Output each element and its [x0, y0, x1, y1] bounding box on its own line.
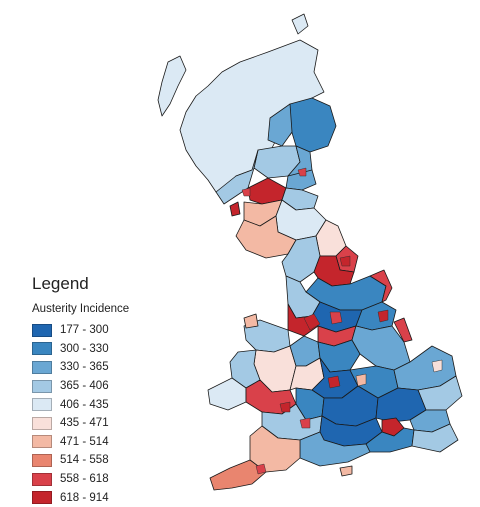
region-arran: [229, 201, 241, 217]
legend-label: 300 - 330: [60, 342, 109, 355]
region-outer-hebrides: [157, 55, 187, 117]
legend-swatch: [32, 398, 52, 412]
region-norwich: [431, 359, 443, 373]
legend-label: 177 - 300: [60, 324, 109, 337]
legend-swatch: [32, 342, 52, 356]
region-aberdeenshire: [289, 97, 337, 153]
legend-entry: 471 - 514: [32, 433, 129, 452]
region-birmingham: [327, 375, 341, 389]
legend-label: 514 - 558: [60, 454, 109, 467]
region-argyll: [215, 149, 259, 205]
region-anglesey: [243, 313, 259, 329]
region-hampshire-dorset: [299, 431, 371, 467]
legend-label: 365 - 406: [60, 380, 109, 393]
legend-label: 558 - 618: [60, 473, 109, 486]
legend-label: 618 - 914: [60, 491, 109, 504]
region-manchester: [303, 313, 321, 331]
region-hull: [377, 309, 389, 323]
legend-entry: 514 - 558: [32, 451, 129, 470]
region-isle-of-wight: [339, 465, 353, 477]
legend-label: 330 - 365: [60, 361, 109, 374]
region-moray: [267, 103, 293, 147]
legend-swatch: [32, 323, 52, 337]
legend-label: 471 - 514: [60, 435, 109, 448]
region-leicester: [355, 373, 367, 387]
legend-entry: 558 - 618: [32, 470, 129, 489]
legend-title: Legend: [32, 274, 89, 293]
region-cornwall: [209, 459, 267, 491]
legend-swatch: [32, 491, 52, 505]
legend-swatch: [32, 360, 52, 374]
legend-label: 435 - 471: [60, 417, 109, 430]
region-newcastle: [339, 255, 351, 267]
region-lincoln-east: [393, 317, 413, 343]
legend-entry: 618 - 914: [32, 488, 129, 507]
region-kent: [411, 423, 459, 453]
legend-swatch: [32, 416, 52, 430]
region-orkney: [291, 13, 309, 35]
legend-entry: 330 - 365: [32, 358, 129, 377]
region-east-yorks: [369, 269, 393, 303]
legend-entry: 406 - 435: [32, 395, 129, 414]
region-cardiff: [279, 401, 291, 413]
map-legend: Legend Austerity Incidence 177 - 300 300…: [32, 274, 129, 507]
region-fife: [285, 169, 317, 191]
legend-swatch: [32, 472, 52, 486]
legend-entry: 300 - 330: [32, 340, 129, 359]
legend-swatch: [32, 435, 52, 449]
legend-entry: 435 - 471: [32, 414, 129, 433]
region-leeds: [329, 311, 343, 325]
legend-swatch: [32, 453, 52, 467]
legend-subtitle: Austerity Incidence: [32, 303, 130, 315]
region-plymouth: [255, 463, 267, 475]
region-bristol: [299, 417, 311, 429]
region-inverclyde: [241, 187, 251, 197]
legend-entry: 177 - 300: [32, 321, 129, 340]
legend-swatch: [32, 379, 52, 393]
region-dundee: [297, 167, 307, 177]
legend-entry: 365 - 406: [32, 377, 129, 396]
legend-label: 406 - 435: [60, 398, 109, 411]
